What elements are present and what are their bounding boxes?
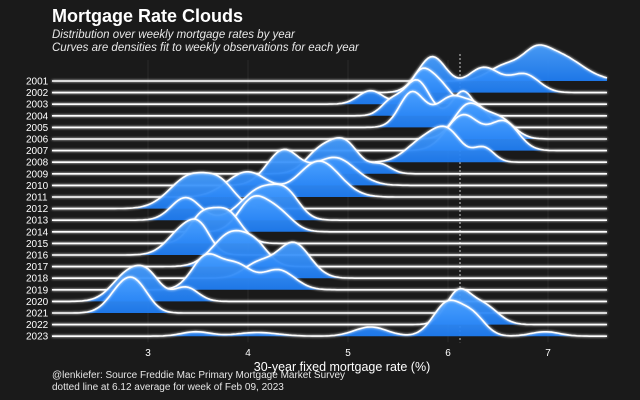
ridge-line-2010 [52,148,607,187]
ridge-line-2012 [52,171,607,210]
ridge-fill-2020 [52,265,607,302]
y-tick-label: 2002 [26,88,49,99]
y-tick-label: 2011 [26,193,48,204]
ridge-fill-2002 [52,56,607,93]
ridge-line-2022 [52,287,607,326]
ridge-fill-2014 [52,195,607,232]
ridge-line-2021 [52,276,607,314]
ridge-line-2023 [52,299,607,337]
y-tick-label: 2010 [26,181,49,192]
ridge-line-2005 [52,90,607,129]
y-tick-label: 2009 [26,169,49,180]
chart-subtitle-line1: Distribution over weekly mortgage rates … [52,29,295,41]
ridge-fill-2015 [52,207,607,244]
ridge-fill-2016 [52,219,607,255]
ridge-line-2009 [52,136,607,175]
ridge-fill-2017 [52,230,607,267]
y-tick-label: 2019 [26,285,49,296]
y-tick-label: 2016 [26,251,49,262]
ridge-line-2020 [52,264,607,303]
ridge-line-2003 [52,67,607,105]
ridge-line-2002 [52,55,607,94]
y-tick-label: 2008 [26,158,49,169]
y-tick-label: 2005 [26,123,49,134]
chart-subtitle-line2: Curves are densities fit to weekly obser… [52,42,359,54]
y-tick-label: 2017 [26,262,49,273]
ridge-fill-2005 [52,91,607,128]
ridge-line-2006 [52,102,607,140]
ridge-line-2001 [52,44,608,82]
y-tick-label: 2001 [26,77,49,88]
ridge-fill-2007 [52,114,607,151]
x-tick-label: 5 [345,348,351,359]
y-tick-label: 2014 [26,227,49,238]
ridge-fill-2008 [52,126,607,163]
x-tick-label: 3 [145,348,151,359]
ridge-line-2015 [52,206,607,245]
y-tick-label: 2021 [26,309,49,320]
x-tick-label: 4 [245,348,251,359]
ridge-fill-2019 [52,253,607,290]
ridge-line-2014 [52,194,607,233]
ridge-line-2013 [52,183,607,221]
ridge-fill-2013 [52,184,607,221]
ridge-line-2016 [52,218,607,256]
x-tick-label: 7 [545,348,551,359]
y-tick-label: 2015 [26,239,49,250]
ridge-line-2004 [52,78,607,117]
y-tick-label: 2012 [26,204,49,215]
y-tick-label: 2007 [26,146,49,157]
ridge-fill-2023 [52,300,607,337]
y-tick-label: 2023 [26,332,49,343]
y-tick-label: 2006 [26,135,49,146]
ridge-line-2011 [52,160,607,198]
y-tick-label: 2013 [26,216,49,227]
y-tick-label: 2003 [26,100,49,111]
ridge-fill-2021 [52,277,607,313]
x-axis-label: 30-year fixed mortgage rate (%) [254,360,430,374]
x-tick-label: 6 [445,348,451,359]
ridge-fill-2011 [52,161,607,197]
caption-note: dotted line at 6.12 average for week of … [52,382,284,393]
y-tick-label: 2022 [26,320,49,331]
y-tick-label: 2004 [26,111,49,122]
chart-title: Mortgage Rate Clouds [52,6,244,26]
y-tick-label: 2020 [26,297,49,308]
ridge-fill-2009 [52,137,607,174]
caption-source: @lenkiefer: Source Freddie Mac Primary M… [52,370,346,381]
ridge-line-2017 [52,229,607,268]
y-tick-label: 2018 [26,274,49,285]
